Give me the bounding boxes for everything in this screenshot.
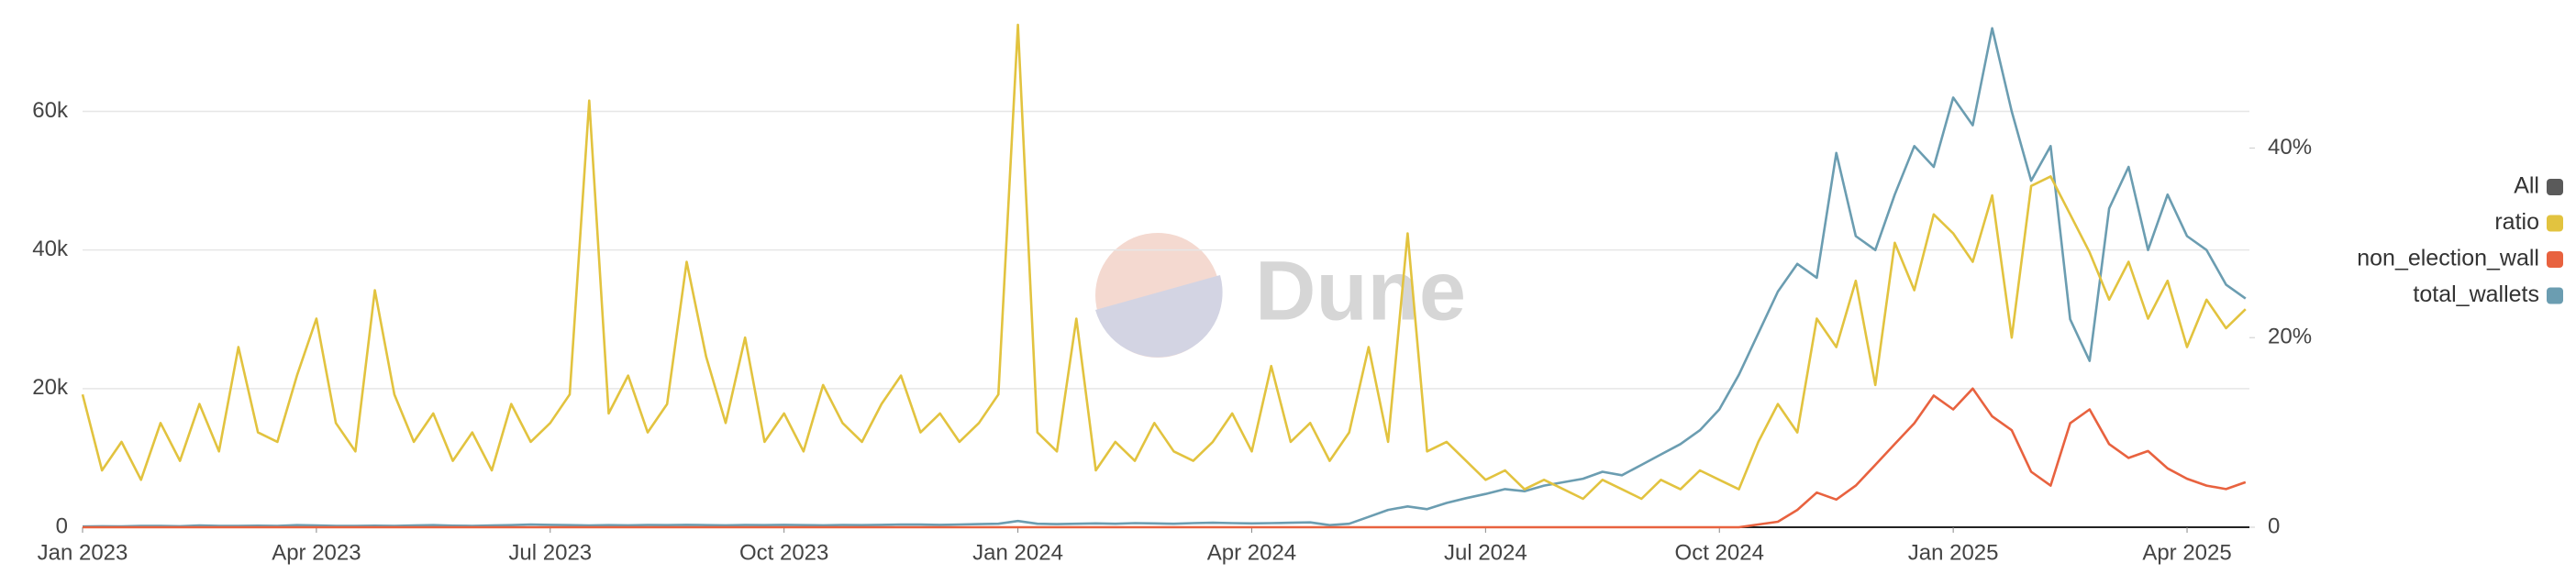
x-tick-label: Jan 2024 [972, 540, 1063, 565]
legend-swatch [2547, 287, 2563, 304]
series-line [81, 23, 2247, 501]
x-tick-label: Apr 2023 [272, 540, 361, 565]
legend-label: non_election_wall [2357, 246, 2539, 271]
x-tick-label: Oct 2023 [739, 540, 828, 565]
y2-tick-label: 40% [2268, 135, 2312, 160]
y2-tick-label: 0 [2268, 513, 2280, 538]
watermark-text: Dune [1255, 244, 1466, 337]
x-tick-label: Apr 2024 [1207, 540, 1296, 565]
x-tick-label: Apr 2025 [2142, 540, 2231, 565]
x-tick-label: Oct 2024 [1675, 540, 1764, 565]
x-tick-label: Jan 2023 [38, 540, 128, 565]
legend-swatch [2547, 251, 2563, 268]
series-line [82, 27, 2247, 528]
legend-label: ratio [2494, 209, 2539, 235]
x-tick-label: Jul 2024 [1444, 540, 1527, 565]
series-line [83, 387, 2247, 529]
y-tick-label: 60k [32, 98, 69, 123]
watermark: Dune [1095, 233, 1466, 358]
legend-label: All [2514, 173, 2539, 199]
legend-swatch [2547, 215, 2563, 232]
watermark-logo-part [1095, 275, 1223, 358]
y2-tick-label: 20% [2268, 325, 2312, 349]
x-tick-label: Jul 2023 [508, 540, 592, 565]
legend-label: total_wallets [2413, 281, 2539, 307]
x-tick-label: Jan 2025 [1908, 540, 1999, 565]
legend-swatch [2547, 179, 2563, 195]
y-tick-label: 20k [32, 375, 69, 400]
y-tick-label: 40k [32, 237, 69, 261]
y-tick-label: 0 [56, 513, 68, 538]
